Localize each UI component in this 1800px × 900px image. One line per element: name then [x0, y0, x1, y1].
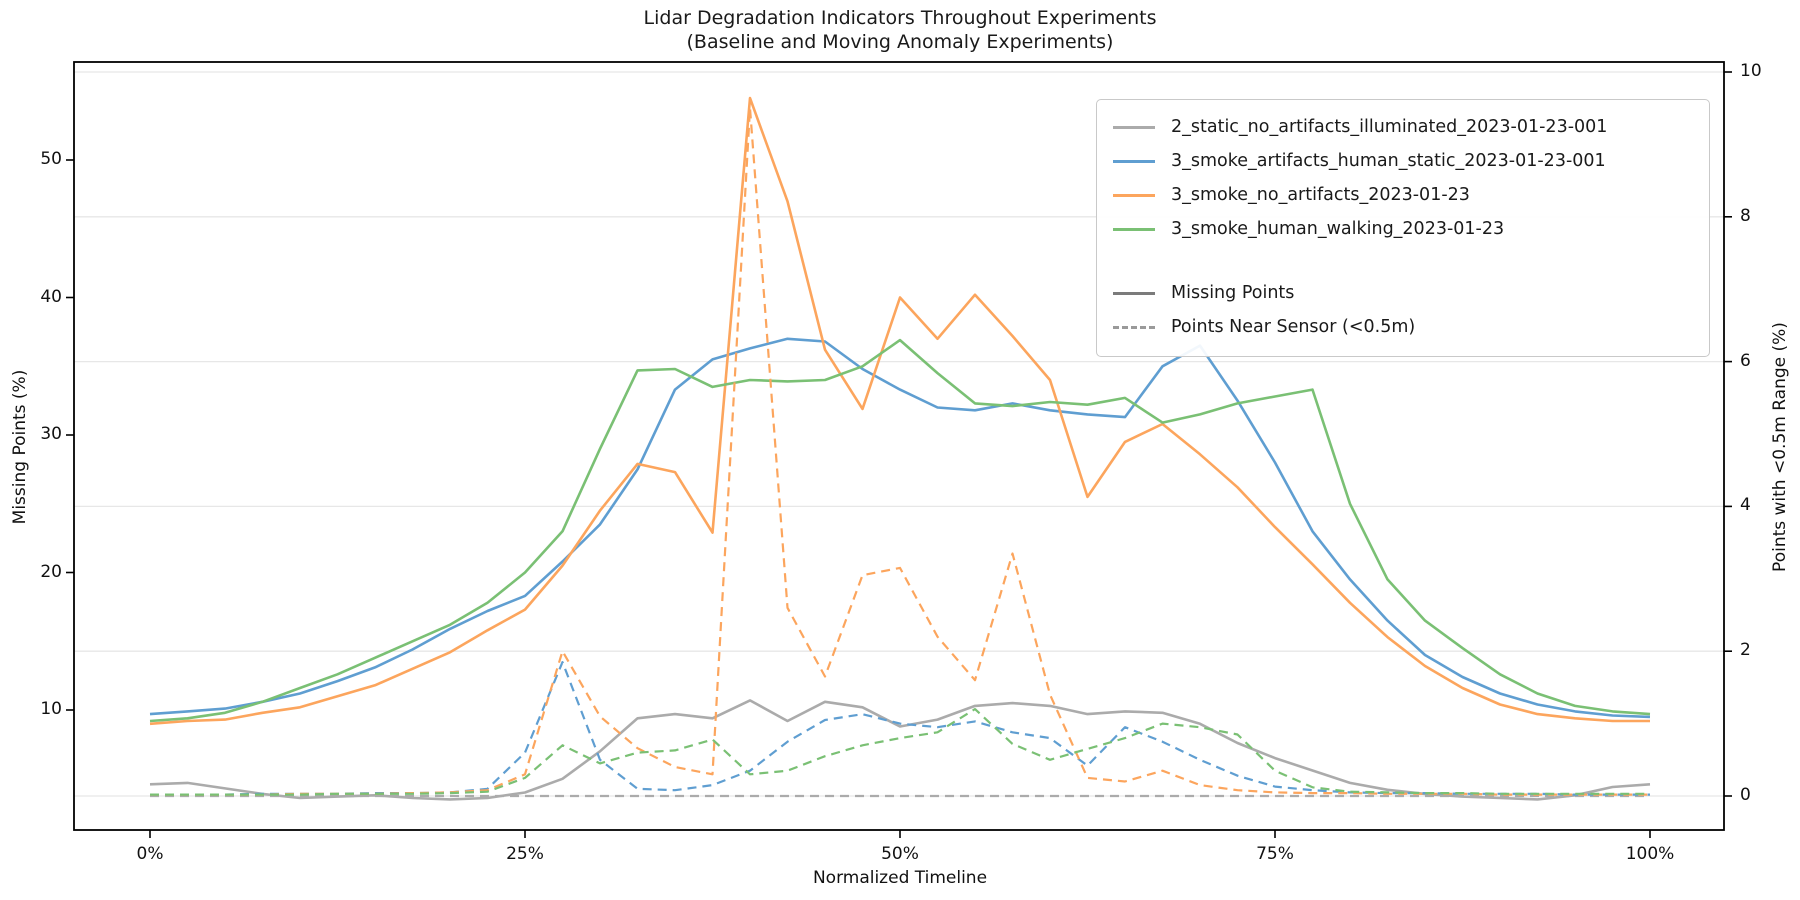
y-right-tick-label: 10: [1740, 61, 1762, 81]
y-axis-label-left: Missing Points (%): [10, 369, 30, 525]
y-left-tick-label: 30: [40, 424, 62, 444]
y-right-tick-label: 6: [1740, 350, 1751, 371]
series-line-dashed-right: [150, 707, 1650, 796]
series-line-solid-left: [149, 96, 1650, 726]
y-right-tick-label: 0: [1740, 785, 1751, 805]
chart-title-line1: Lidar Degradation Indicators Throughout …: [643, 7, 1157, 29]
legend-item-series: 3_smoke_no_artifacts_2023-01-23: [1097, 178, 1709, 212]
legend-label: 3_smoke_no_artifacts_2023-01-23: [1171, 185, 1470, 205]
legend-item-series: 3_smoke_artifacts_human_static_2023-01-2…: [1097, 144, 1709, 178]
legend-line-swatch: [1113, 227, 1155, 231]
y-left-tick-label: 20: [40, 561, 62, 582]
legend-item-style: Points Near Sensor (<0.5m): [1097, 310, 1709, 344]
series-line-dashed-right: [150, 107, 1650, 796]
legend-line-swatch: [1113, 325, 1155, 329]
axes-spines: [73, 61, 1725, 831]
legend-label: Points Near Sensor (<0.5m): [1171, 317, 1416, 337]
y-right-tick-label: 4: [1740, 495, 1751, 516]
legend-line-swatch: [1113, 159, 1155, 163]
x-tick-label: 75%: [1256, 844, 1294, 864]
y-left-tick-label: 10: [40, 699, 62, 719]
legend-label: 3_smoke_artifacts_human_static_2023-01-2…: [1171, 151, 1606, 171]
series-line-solid-left: [149, 699, 1651, 801]
x-tick-label: 100%: [1625, 844, 1675, 864]
y-left-tick-label: 40: [40, 286, 62, 307]
legend-label: 2_static_no_artifacts_illuminated_2023-0…: [1171, 117, 1608, 137]
y-right-tick-label: 2: [1740, 640, 1751, 661]
x-tick-label: 0%: [136, 844, 164, 864]
legend-gap: [1097, 246, 1709, 276]
legend-item-series: 3_smoke_human_walking_2023-01-23: [1097, 212, 1709, 246]
x-tick-label: 50%: [881, 844, 919, 864]
legend-line-swatch: [1113, 291, 1155, 295]
series-line-solid-left: [149, 337, 1651, 719]
legend-line-swatch: [1113, 125, 1155, 129]
legend: 2_static_no_artifacts_illuminated_2023-0…: [1096, 99, 1710, 357]
series-line-solid-left: [149, 338, 1651, 723]
legend-item-series: 2_static_no_artifacts_illuminated_2023-0…: [1097, 110, 1709, 144]
x-tick-label: 25%: [506, 844, 544, 864]
chart-title-line2: (Baseline and Moving Anomaly Experiments…: [686, 31, 1114, 53]
chart-title: Lidar Degradation Indicators Throughout …: [0, 6, 1800, 54]
legend-line-swatch: [1113, 193, 1155, 197]
y-right-tick-label: 8: [1740, 205, 1751, 226]
y-axis-label-right: Points with <0.5m Range (%): [1770, 322, 1790, 572]
x-axis-label: Normalized Timeline: [812, 868, 988, 888]
legend-label: Missing Points: [1171, 283, 1295, 303]
y-left-tick-label: 50: [40, 149, 62, 169]
legend-item-style: Missing Points: [1097, 276, 1709, 310]
series-line-dashed-right: [150, 660, 1650, 796]
legend-label: 3_smoke_human_walking_2023-01-23: [1171, 219, 1505, 239]
